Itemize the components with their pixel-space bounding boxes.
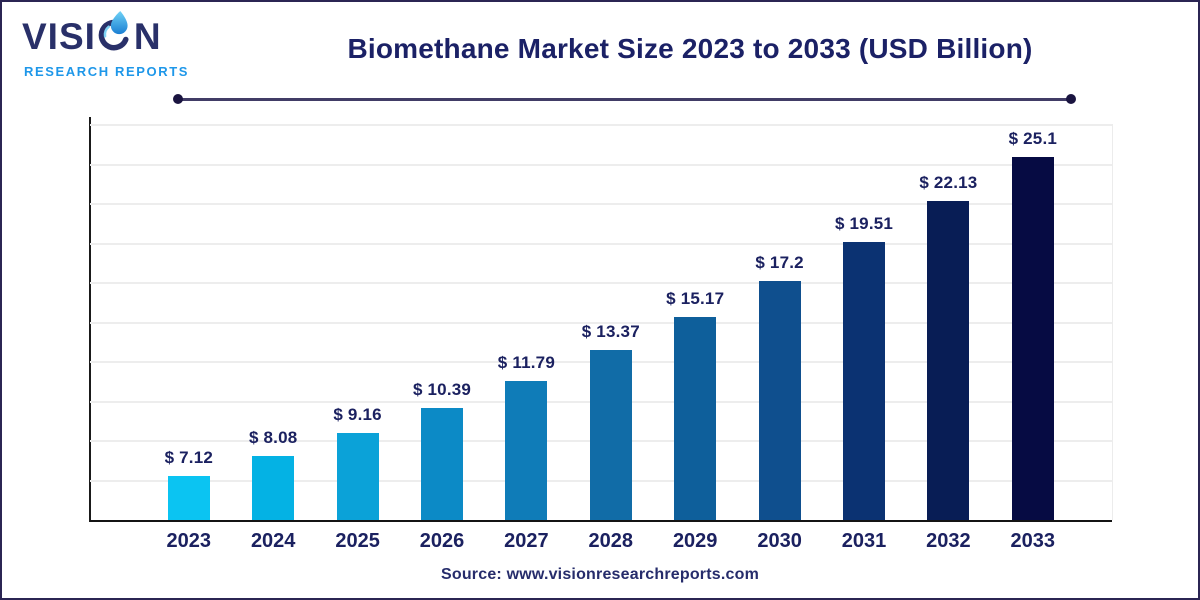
bar-2033: [1011, 157, 1054, 520]
plot-right-edge: [1112, 124, 1113, 520]
x-tick-label: 2026: [419, 530, 465, 552]
bar-2030: [758, 281, 801, 520]
divider-right-dot: [1066, 94, 1076, 104]
x-tick-label: 2028: [588, 530, 634, 552]
bar-value-label: $ 25.1: [1008, 129, 1058, 148]
bar-2032: [927, 201, 970, 520]
bar-value-label: $ 13.37: [581, 322, 640, 341]
logo-wordmark-prefix: VISI: [22, 16, 96, 57]
bar-value-label: $ 8.08: [248, 428, 298, 447]
bar-2025: [336, 433, 379, 520]
source-text: Source: www.visionresearchreports.com: [440, 566, 760, 583]
bar-chart-plot-area: $ 7.12 2023 $ 8.08 2024 $ 9.16 2025 $ 10.39 202…: [90, 124, 1112, 552]
bar-value-label: $ 11.79: [497, 353, 555, 372]
x-tick-label: 2024: [250, 530, 296, 552]
x-tick-label: 2032: [926, 530, 971, 552]
logo-wordmark-suffix: N: [133, 16, 162, 57]
gridline: [90, 282, 1112, 285]
x-tick-label: 2027: [504, 530, 549, 552]
gridline: [90, 321, 1112, 324]
bar-value-label: $ 19.51: [834, 214, 894, 233]
vision-research-reports-logo: VISI N RESEARCH REPORTS: [22, 10, 212, 79]
gridline: [90, 124, 1112, 126]
x-tick-label: 2025: [335, 530, 380, 552]
bar-2031: [843, 242, 885, 520]
x-tick-label: 2023: [166, 530, 212, 552]
bar-2028: [589, 350, 632, 520]
y-axis-line: [89, 117, 91, 522]
bar-2027: [505, 381, 548, 520]
bar-2026: [421, 408, 463, 520]
logo-wordmark: VISI N: [22, 10, 212, 61]
logo-subtitle: RESEARCH REPORTS: [24, 64, 190, 79]
bar-value-label: $ 9.16: [333, 405, 382, 424]
bar-value-label: $ 17.2: [755, 253, 804, 272]
x-tick-label: 2033: [1010, 530, 1056, 552]
gridline: [90, 203, 1112, 206]
bar-value-label: $ 15.17: [666, 289, 725, 308]
x-tick-label: 2031: [841, 530, 887, 552]
bar-2023: [167, 476, 210, 520]
bar-value-label: $ 22.13: [919, 173, 978, 192]
water-droplet-swoosh-icon: [97, 10, 133, 59]
chart-title: Biomethane Market Size 2023 to 2033 (USD…: [347, 33, 1033, 64]
bar-2029: [674, 317, 717, 520]
gridline: [90, 242, 1112, 245]
bar-value-label: $ 7.12: [164, 448, 214, 467]
x-tick-label: 2029: [672, 530, 718, 552]
x-tick-label: 2030: [757, 530, 802, 552]
title-divider-line: [178, 98, 1071, 101]
gridline: [90, 163, 1112, 166]
divider-left-dot: [173, 94, 183, 104]
bar-2024: [252, 456, 295, 520]
bar-value-label: $ 10.39: [412, 380, 472, 399]
